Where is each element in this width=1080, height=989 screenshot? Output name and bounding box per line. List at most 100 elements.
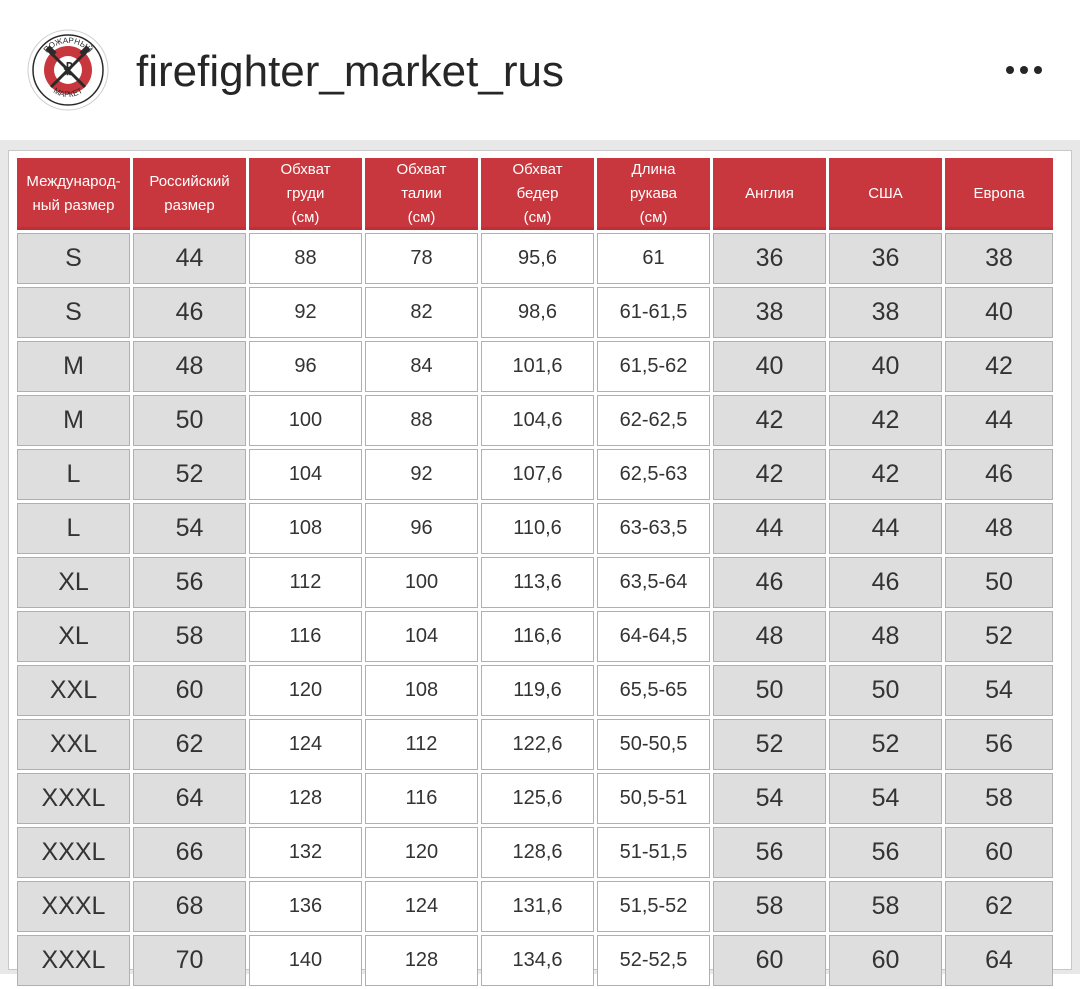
table-cell: 50,5-51 [597, 773, 710, 824]
table-cell: 104 [249, 449, 362, 500]
table-row: XL 58 116 104 116,6 64-64,5 48 48 52 [17, 611, 1053, 662]
table-cell: 48 [829, 611, 942, 662]
table-header-row: Междунарoд-ный размер Российский размер Обх… [17, 158, 1053, 230]
column-header: Междунарoд-ный размер [17, 158, 130, 230]
table-cell: 38 [829, 287, 942, 338]
table-row: XXXL 64 128 116 125,6 50,5-51 54 54 58 [17, 773, 1053, 824]
table-cell: 62-62,5 [597, 395, 710, 446]
firefighter-market-logo-icon: ☧ ПОЖАРНЫЙ МАРКЕТ [27, 29, 109, 111]
table-cell: L [17, 449, 130, 500]
table-cell: M [17, 341, 130, 392]
more-options-button[interactable] [990, 50, 1050, 90]
svg-text:МАРКЕТ: МАРКЕТ [52, 86, 84, 99]
column-header: Обхват бедер (см) [481, 158, 594, 230]
table-cell: 96 [249, 341, 362, 392]
table-cell: 42 [713, 395, 826, 446]
table-cell: 64 [945, 935, 1053, 986]
table-cell: 128 [365, 935, 478, 986]
table-cell: 44 [713, 503, 826, 554]
table-cell: 62 [945, 881, 1053, 932]
table-cell: 125,6 [481, 773, 594, 824]
table-cell: 42 [829, 395, 942, 446]
table-cell: 68 [133, 881, 246, 932]
table-cell: 113,6 [481, 557, 594, 608]
table-cell: 124 [365, 881, 478, 932]
table-cell: 36 [829, 233, 942, 284]
table-cell: 124 [249, 719, 362, 770]
table-cell: 61 [597, 233, 710, 284]
table-cell: 40 [829, 341, 942, 392]
table-cell: 36 [713, 233, 826, 284]
table-row: S 44 88 78 95,6 61 36 36 38 [17, 233, 1053, 284]
table-cell: 50 [133, 395, 246, 446]
more-dot [1020, 66, 1028, 74]
table-cell: 62,5-63 [597, 449, 710, 500]
table-cell: 50-50,5 [597, 719, 710, 770]
column-header: Европа [945, 158, 1053, 230]
table-cell: 88 [365, 395, 478, 446]
table-cell: 44 [829, 503, 942, 554]
table-cell: S [17, 233, 130, 284]
table-cell: XXXL [17, 935, 130, 986]
table-row: XXXL 70 140 128 134,6 52-52,5 60 60 64 [17, 935, 1053, 986]
table-cell: 132 [249, 827, 362, 878]
table-cell: XXL [17, 719, 130, 770]
table-row: S 46 92 82 98,6 61-61,5 38 38 40 [17, 287, 1053, 338]
column-header: Длина рукава (см) [597, 158, 710, 230]
table-cell: 54 [829, 773, 942, 824]
size-chart-table: Междунарoд-ный размер Российский размер Обх… [14, 155, 1056, 989]
table-cell: 104,6 [481, 395, 594, 446]
table-cell: XXXL [17, 773, 130, 824]
table-cell: 58 [713, 881, 826, 932]
table-cell: 66 [133, 827, 246, 878]
table-cell: 60 [945, 827, 1053, 878]
table-cell: 46 [713, 557, 826, 608]
table-cell: 112 [365, 719, 478, 770]
column-header: США [829, 158, 942, 230]
table-row: M 48 96 84 101,6 61,5-62 40 40 42 [17, 341, 1053, 392]
table-cell: 108 [365, 665, 478, 716]
table-cell: 134,6 [481, 935, 594, 986]
table-cell: 122,6 [481, 719, 594, 770]
table-cell: 42 [713, 449, 826, 500]
table-cell: S [17, 287, 130, 338]
table-cell: 64 [133, 773, 246, 824]
table-cell: 54 [945, 665, 1053, 716]
table-cell: 48 [713, 611, 826, 662]
svg-text:☧: ☧ [63, 61, 74, 79]
table-cell: 98,6 [481, 287, 594, 338]
table-cell: 92 [249, 287, 362, 338]
table-cell: 107,6 [481, 449, 594, 500]
table-cell: 100 [365, 557, 478, 608]
table-cell: 60 [133, 665, 246, 716]
table-cell: 52 [945, 611, 1053, 662]
table-cell: M [17, 395, 130, 446]
table-cell: 88 [249, 233, 362, 284]
table-cell: 65,5-65 [597, 665, 710, 716]
table-cell: L [17, 503, 130, 554]
table-cell: 96 [365, 503, 478, 554]
table-cell: XXXL [17, 827, 130, 878]
table-cell: 64-64,5 [597, 611, 710, 662]
column-header: Англия [713, 158, 826, 230]
table-row: M 50 100 88 104,6 62-62,5 42 42 44 [17, 395, 1053, 446]
size-chart-card: Междунарoд-ный размер Российский размер Обх… [8, 150, 1072, 986]
table-cell: 46 [945, 449, 1053, 500]
table-cell: 120 [249, 665, 362, 716]
table-cell: 54 [133, 503, 246, 554]
table-cell: 48 [945, 503, 1053, 554]
table-row: L 54 108 96 110,6 63-63,5 44 44 48 [17, 503, 1053, 554]
table-cell: 54 [713, 773, 826, 824]
table-cell: 38 [945, 233, 1053, 284]
table-cell: 56 [945, 719, 1053, 770]
table-cell: 63-63,5 [597, 503, 710, 554]
username[interactable]: firefighter_market_rus [136, 47, 564, 96]
avatar[interactable]: ☧ ПОЖАРНЫЙ МАРКЕТ [27, 29, 109, 111]
column-header: Обхват талии (см) [365, 158, 478, 230]
table-cell: 128 [249, 773, 362, 824]
table-cell: 95,6 [481, 233, 594, 284]
table-cell: 136 [249, 881, 362, 932]
table-cell: 61-61,5 [597, 287, 710, 338]
table-cell: 131,6 [481, 881, 594, 932]
table-cell: 116 [249, 611, 362, 662]
